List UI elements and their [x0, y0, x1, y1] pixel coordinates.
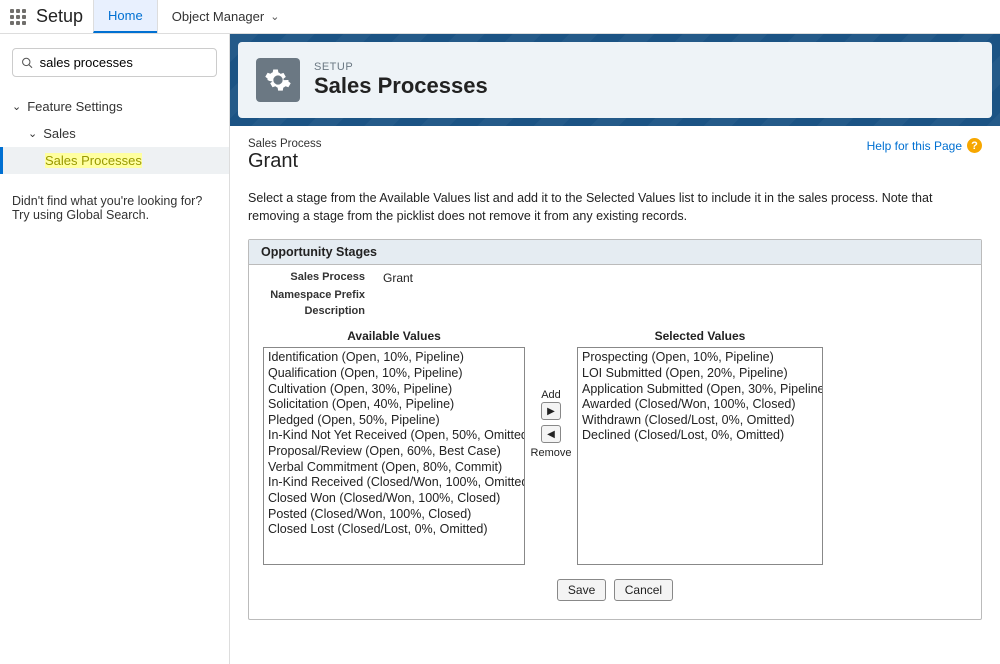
- topbar: Setup Home Object Manager ⌄: [0, 0, 1000, 34]
- list-item[interactable]: Application Submitted (Open, 30%, Pipeli…: [582, 382, 818, 398]
- field-label-namespace: Namespace Prefix: [263, 289, 383, 301]
- tab-object-manager-label: Object Manager: [172, 9, 265, 24]
- list-item[interactable]: Prospecting (Open, 10%, Pipeline): [582, 350, 818, 366]
- sidebar-search[interactable]: [12, 48, 217, 77]
- tree-label: Feature Settings: [27, 99, 122, 114]
- banner: SETUP Sales Processes: [238, 42, 992, 118]
- list-item[interactable]: Pledged (Open, 50%, Pipeline): [268, 413, 520, 429]
- list-item[interactable]: Identification (Open, 10%, Pipeline): [268, 350, 520, 366]
- chevron-down-icon: ⌄: [12, 100, 21, 113]
- list-item[interactable]: Verbal Commitment (Open, 80%, Commit): [268, 460, 520, 476]
- tab-home-label: Home: [108, 8, 143, 23]
- app-launcher-icon[interactable]: [0, 9, 36, 25]
- picklist-row: Available Values Identification (Open, 1…: [263, 329, 967, 565]
- main: SETUP Sales Processes Sales Process Gran…: [230, 34, 1000, 664]
- tree-label: Sales Processes: [45, 153, 142, 168]
- field-value-sales-process: Grant: [383, 271, 413, 285]
- chevron-down-icon: ⌄: [28, 127, 37, 140]
- panel-title: Opportunity Stages: [249, 240, 981, 265]
- list-item[interactable]: Closed Lost (Closed/Lost, 0%, Omitted): [268, 522, 520, 538]
- tree-label: Sales: [43, 126, 76, 141]
- list-item[interactable]: LOI Submitted (Open, 20%, Pipeline): [582, 366, 818, 382]
- remove-button[interactable]: ◀: [541, 425, 561, 443]
- description-text: Select a stage from the Available Values…: [248, 189, 982, 225]
- breadcrumb: Sales Process: [248, 138, 322, 150]
- tree-sales[interactable]: ⌄ Sales: [12, 120, 217, 147]
- tab-object-manager[interactable]: Object Manager ⌄: [157, 0, 294, 33]
- field-label-description: Description: [263, 305, 383, 317]
- help-link-label: Help for this Page: [867, 139, 962, 153]
- cancel-button[interactable]: Cancel: [614, 579, 673, 601]
- page-title: Grant: [248, 150, 322, 173]
- sidebar: ⌄ Feature Settings ⌄ Sales Sales Process…: [0, 34, 230, 664]
- list-item[interactable]: In-Kind Received (Closed/Won, 100%, Omit…: [268, 475, 520, 491]
- list-item[interactable]: Solicitation (Open, 40%, Pipeline): [268, 397, 520, 413]
- help-line1: Didn't find what you're looking for?: [12, 194, 217, 208]
- content: Sales Process Grant Help for this Page ?…: [230, 126, 1000, 632]
- available-values-list[interactable]: Identification (Open, 10%, Pipeline)Qual…: [263, 347, 525, 565]
- opportunity-stages-panel: Opportunity Stages Sales Process Grant N…: [248, 239, 982, 620]
- save-button[interactable]: Save: [557, 579, 606, 601]
- help-link[interactable]: Help for this Page ?: [867, 138, 982, 153]
- selected-values-list[interactable]: Prospecting (Open, 10%, Pipeline)LOI Sub…: [577, 347, 823, 565]
- help-line2: Try using Global Search.: [12, 208, 217, 222]
- list-item[interactable]: In-Kind Not Yet Received (Open, 50%, Omi…: [268, 428, 520, 444]
- tree-sales-processes[interactable]: Sales Processes: [0, 147, 229, 174]
- available-values-title: Available Values: [263, 329, 525, 343]
- field-label-sales-process: Sales Process: [263, 271, 383, 285]
- remove-label: Remove: [531, 447, 572, 459]
- list-item[interactable]: Awarded (Closed/Won, 100%, Closed): [582, 397, 818, 413]
- chevron-down-icon: ⌄: [270, 10, 279, 23]
- tree-feature-settings[interactable]: ⌄ Feature Settings: [12, 93, 217, 120]
- banner-eyebrow: SETUP: [314, 61, 488, 73]
- add-button[interactable]: ▶: [541, 402, 561, 420]
- sidebar-help-text: Didn't find what you're looking for? Try…: [12, 194, 217, 222]
- gear-icon: [256, 58, 300, 102]
- list-item[interactable]: Closed Won (Closed/Won, 100%, Closed): [268, 491, 520, 507]
- banner-title: Sales Processes: [314, 73, 488, 99]
- list-item[interactable]: Posted (Closed/Won, 100%, Closed): [268, 507, 520, 523]
- setup-label: Setup: [36, 6, 93, 27]
- list-item[interactable]: Proposal/Review (Open, 60%, Best Case): [268, 444, 520, 460]
- list-item[interactable]: Cultivation (Open, 30%, Pipeline): [268, 382, 520, 398]
- selected-values-title: Selected Values: [577, 329, 823, 343]
- banner-wrap: SETUP Sales Processes: [230, 34, 1000, 126]
- search-icon: [21, 56, 34, 70]
- sidebar-search-input[interactable]: [40, 55, 208, 70]
- help-icon: ?: [967, 138, 982, 153]
- list-item[interactable]: Qualification (Open, 10%, Pipeline): [268, 366, 520, 382]
- list-item[interactable]: Declined (Closed/Lost, 0%, Omitted): [582, 428, 818, 444]
- list-item[interactable]: Withdrawn (Closed/Lost, 0%, Omitted): [582, 413, 818, 429]
- add-label: Add: [541, 389, 561, 401]
- tab-home[interactable]: Home: [93, 0, 157, 33]
